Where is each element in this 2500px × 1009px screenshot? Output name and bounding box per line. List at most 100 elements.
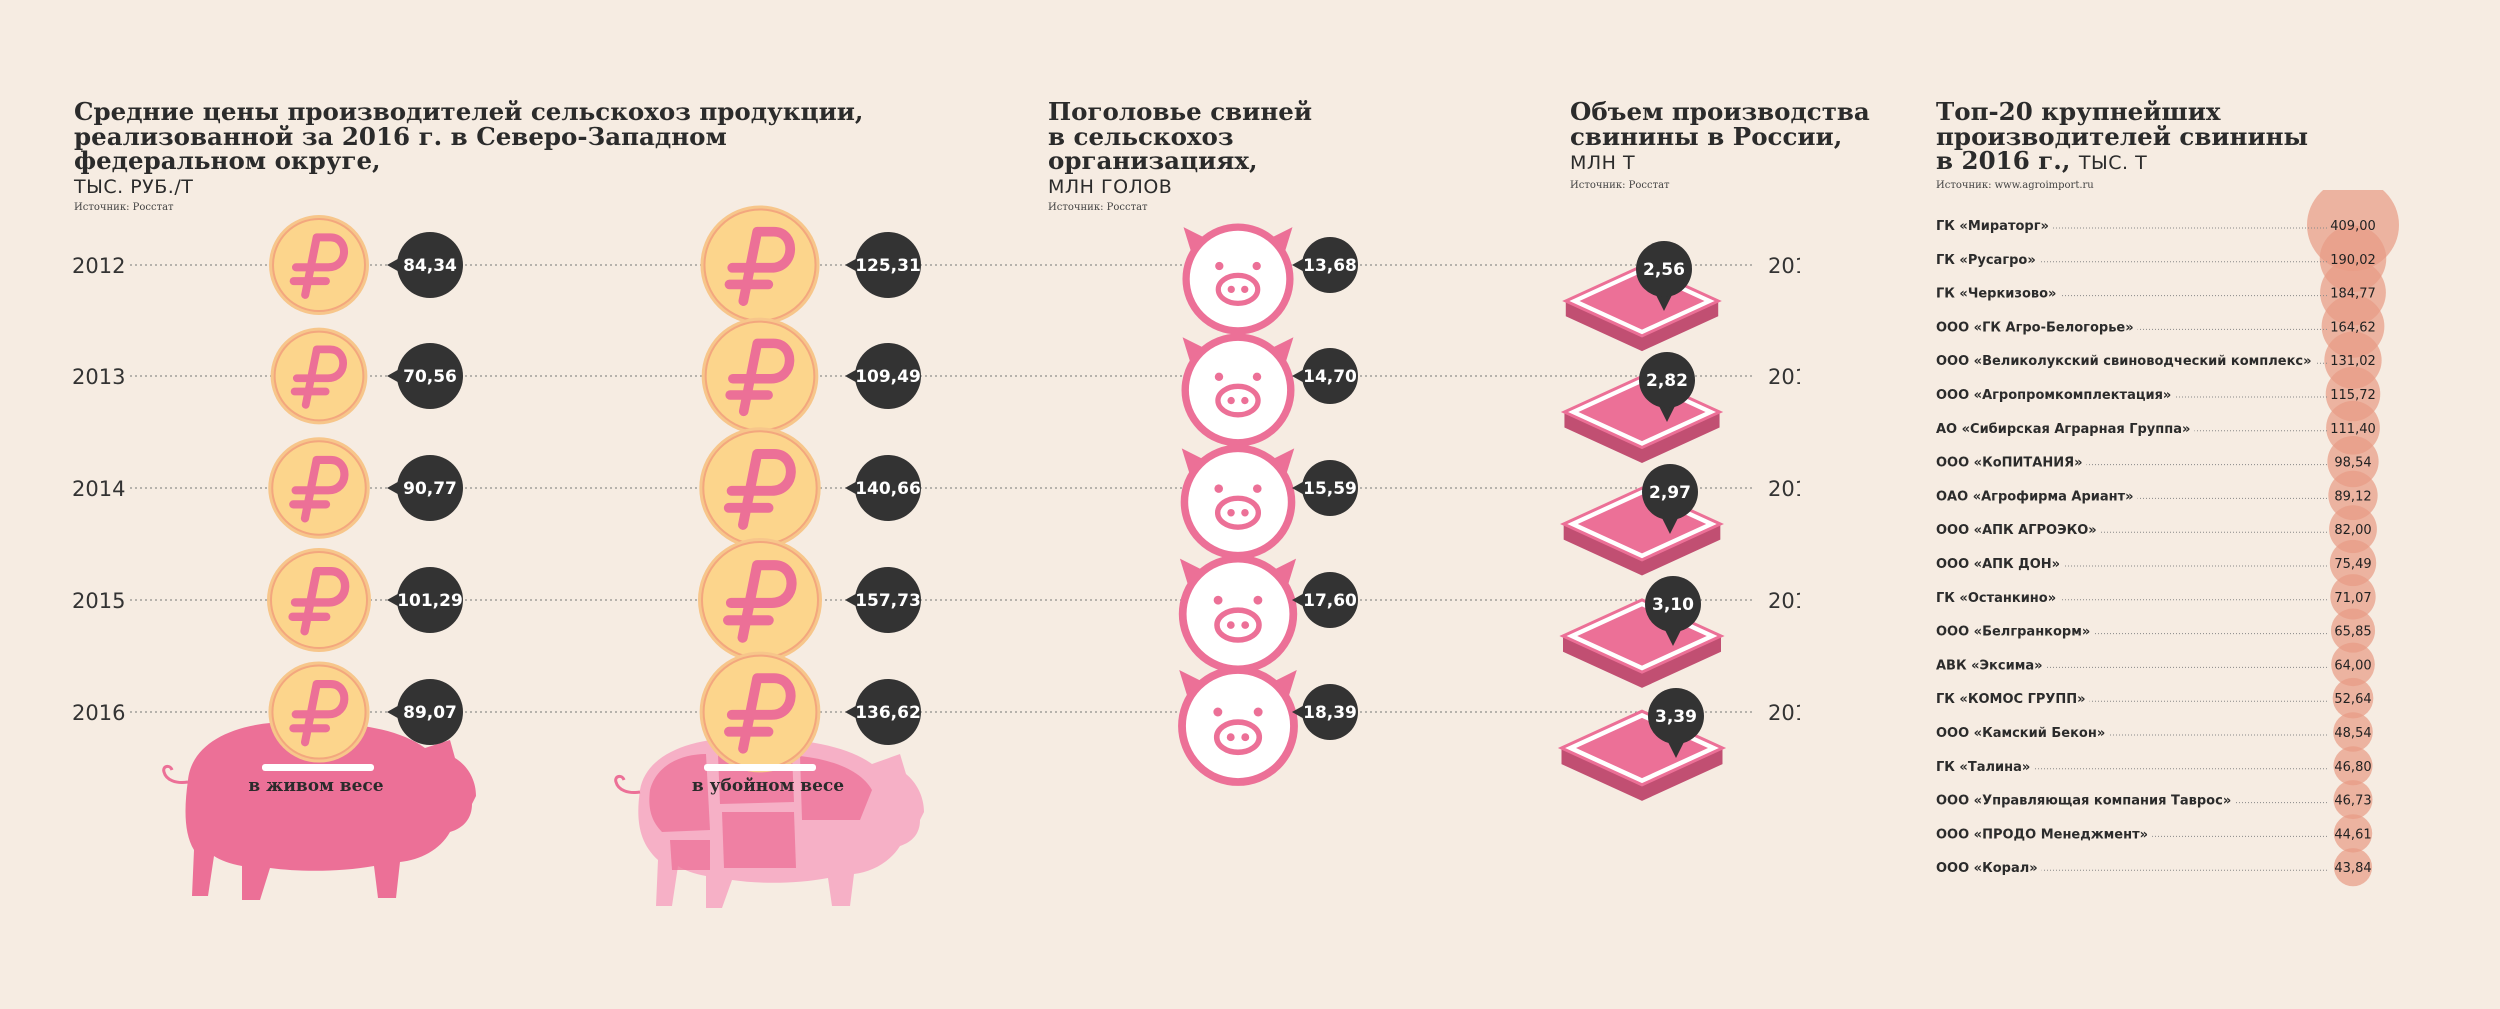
pig-snout [1213,719,1263,756]
pig-face [1182,223,1294,335]
coin-live-2013 [270,327,368,425]
top20-chart: ГК «Мираторг» 409,00 ГК «Русагро» 190,02 ГК … [1936,190,2399,887]
pig-nostril [1227,396,1235,405]
bubble-circle [1302,237,1358,293]
bubble-circle [1648,688,1704,744]
top20-name-bg [1936,687,2090,706]
top20-company-name: ООО «Управляющая компания Таврос» [1936,794,2231,809]
coin-live-2014 [268,437,370,539]
coin-slaughter-2012 [700,205,820,325]
bubble-circle [1302,460,1358,516]
top20-company-name: ГК «Мираторг» [1936,219,2049,234]
tray-side [1564,412,1720,463]
bubble-circle [397,455,463,521]
bubble-pointer [1664,628,1682,646]
coin-slaughter-2016 [699,651,821,773]
value-bubble-pigs-2016: 18,39 [1292,684,1358,740]
top20-value: 52,64 [2334,692,2371,707]
coin-slaughter-2014 [699,427,821,549]
bubble-circle [1642,464,1698,520]
pig-eye [1252,372,1262,382]
panel1-title: Средние цены производителей сельскохоз п… [74,99,863,174]
ruble-icon [727,226,796,306]
pig-nostril [1241,396,1249,405]
bubble-circle [397,679,463,745]
value-bubble-slaughter-2016: 136,62 [845,679,921,745]
top20-value: 65,85 [2334,625,2371,640]
coin-live-2016 [268,661,370,763]
bubble-circle [855,455,921,521]
value-bubble-live-2012: 84,34 [387,232,463,298]
top20-name-bg [1936,856,2042,875]
top20-volume-circle [2329,505,2377,554]
pig-eye [1214,372,1224,382]
bubble-value: 90,77 [403,479,457,499]
top20-volume-circle [2333,814,2373,853]
panel2-title-line: Поголовье свиней [1048,97,1313,126]
top20-name-bg [1936,721,2110,739]
bubble-value: 125,31 [855,256,921,276]
coin-slaughter-2015 [698,538,822,662]
top20-value: 71,07 [2334,591,2371,606]
top20-name-bg [1936,349,2316,368]
value-bubble-pigs-2015: 17,60 [1292,572,1358,628]
top20-company-name: ГК «Русагро» [1936,253,2036,268]
top20-company-name: ООО «Корал» [1936,861,2038,876]
bubble-circle [1302,348,1358,404]
pig-snout [1214,495,1262,530]
top20-name-bg [1936,822,2153,841]
bubble-circle [397,232,463,298]
bubble-pointer [1667,740,1685,758]
pig-eye [1214,484,1224,493]
top20-value: 44,61 [2334,827,2371,842]
bubble-pointer [1658,404,1676,422]
top20-company-name: ООО «Агропромкомплектация» [1936,388,2171,403]
value-bubble-pigs-2014: 15,59 [1292,460,1358,516]
value-bubble-live-2014: 90,77 [387,455,463,521]
top20-company-name: ООО «ГК Агро-Белогорье» [1936,320,2134,335]
top20-name-bg [1936,518,2101,537]
panel2-unit: млн голов [1048,176,1173,198]
bubble-value: 2,97 [1649,483,1691,503]
top20-value: 64,00 [2334,658,2371,673]
pig-eye [1213,707,1223,717]
pig-head-2014 [1180,444,1296,560]
top20-company-name: ООО «КоПИТАНИЯ» [1936,456,2083,471]
bubble-circle [1302,684,1358,740]
top20-value: 46,80 [2334,760,2371,775]
pig-eye [1252,261,1261,271]
pig-snout [1214,607,1262,643]
top20-value: 75,49 [2334,557,2371,572]
bubble-value: 70,56 [403,367,457,387]
ruble-icon [291,233,348,299]
pig-nostril [1241,508,1249,517]
panel4-title-line: производителей свинины [1936,121,2309,151]
pig-slaughter-cuts-icon [614,737,924,908]
top20-volume-circle [2333,746,2373,786]
panel3-source: Источник: Росстат [1570,180,1670,191]
tray-side [1565,301,1719,352]
bubble-value: 14,70 [1303,367,1357,387]
pig-face [1178,666,1298,786]
pig-face [1181,333,1295,447]
ruble-icon [292,345,347,409]
bubble-circle [397,567,463,633]
top20-value: 89,12 [2334,489,2371,504]
bubble-value: 101,29 [397,591,463,611]
top20-volume-circle [2333,712,2373,752]
value-bubble-meat-2014: 2,97 [1642,464,1698,534]
pig-head-2016 [1178,666,1298,786]
top20-name-bg [1936,214,2053,232]
meat-tray-2014 [1560,486,1724,576]
top20-name-bg [1936,281,2061,300]
top20-value: 131,02 [2330,354,2376,369]
top20-company-name: АВК «Эксима» [1936,658,2043,673]
bubble-value: 3,10 [1652,595,1694,615]
yearly-charts: 2012 2012 2013 2013 2014 2014 2015 2015 2016 2016… [72,205,1800,801]
top20-company-name: ГК «Талина» [1936,760,2030,775]
label-slaughter-weight: в убойном весе [691,776,845,796]
meat-tray-2012 [1562,264,1722,352]
pig-nostril [1226,733,1235,742]
value-bubble-meat-2016: 3,39 [1648,688,1704,758]
